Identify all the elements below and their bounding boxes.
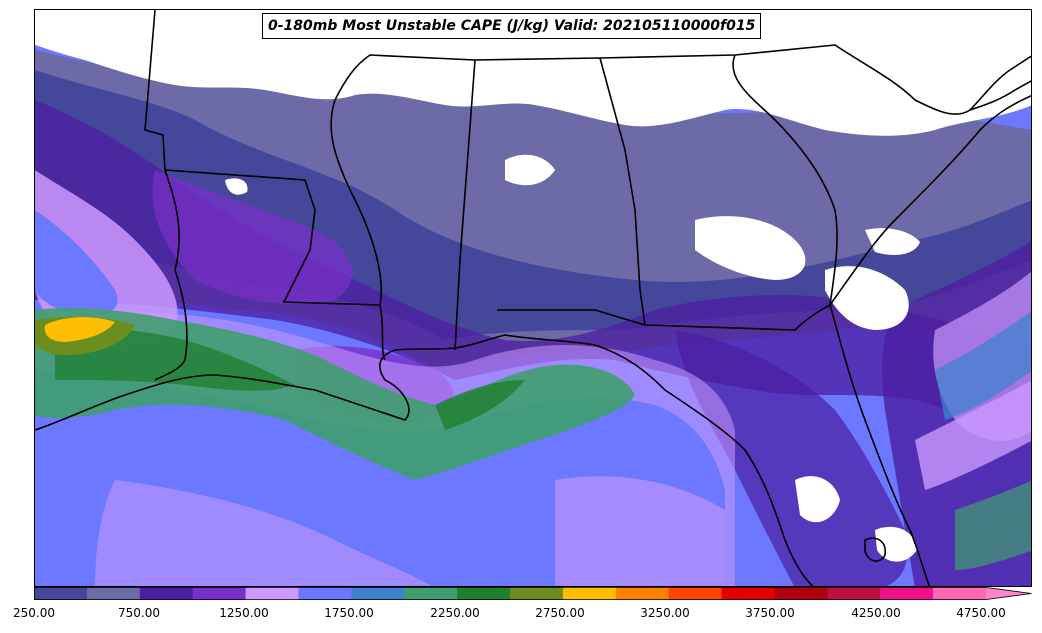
no-cape-areas <box>35 10 1031 562</box>
colorbar-segment <box>827 587 881 600</box>
colorbar-segment <box>192 587 247 600</box>
colorbar <box>34 587 1032 600</box>
colorbar-segment <box>721 587 775 600</box>
colorbar-segment <box>404 587 458 600</box>
colorbar-segment <box>34 587 88 600</box>
colorbar-segment <box>298 587 352 600</box>
colorbar-segment <box>933 587 987 600</box>
colorbar-tick-label: 750.00 <box>118 606 160 620</box>
cape-map <box>35 10 1031 586</box>
colorbar-tick-label: 1250.00 <box>219 606 269 620</box>
colorbar-segment <box>615 587 670 600</box>
boundaries <box>35 10 1031 586</box>
colorbar-tick-label: 3750.00 <box>745 606 795 620</box>
colorbar-segment <box>457 587 511 600</box>
colorbar-segment <box>774 587 828 600</box>
colorbar-segment <box>562 587 617 600</box>
colorbar-tick-label: 1750.00 <box>324 606 374 620</box>
colorbar-segment <box>668 587 723 600</box>
colorbar-tick-label: 4750.00 <box>956 606 1006 620</box>
colorbar-segment <box>351 587 405 600</box>
colorbar-tick-label: 250.00 <box>13 606 55 620</box>
colorbar-strip <box>34 587 1032 600</box>
colorbar-outline <box>34 587 1032 600</box>
colorbar-segment <box>880 587 934 600</box>
colorbar-segment <box>86 587 141 600</box>
map-panel <box>34 9 1032 587</box>
map-title: 0-180mb Most Unstable CAPE (J/kg) Valid:… <box>262 13 762 39</box>
colorbar-segment <box>245 587 299 600</box>
colorbar-segment <box>510 587 564 600</box>
colorbar-segment <box>139 587 194 600</box>
colorbar-tick-label: 4250.00 <box>851 606 901 620</box>
colorbar-tick-label: 2250.00 <box>430 606 480 620</box>
colorbar-tick-label: 2750.00 <box>535 606 585 620</box>
colorbar-tick-label: 3250.00 <box>640 606 690 620</box>
colorbar-extend-arrow <box>986 587 1032 600</box>
